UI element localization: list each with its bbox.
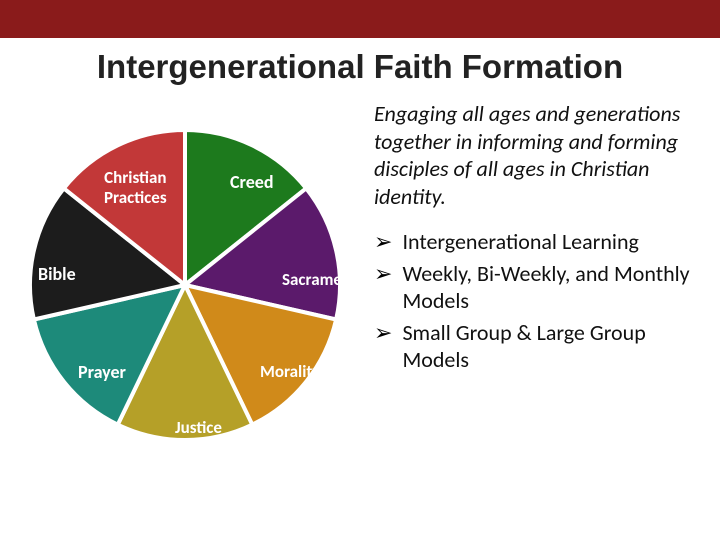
pie-slice-label: Bible	[38, 264, 76, 285]
pie-slice-label: ChristianPractices	[104, 168, 167, 207]
intro-text: Engaging all ages and generations togeth…	[374, 100, 692, 210]
bullet-arrow-icon: ➢	[374, 228, 392, 256]
pie-slice-label: Creed	[230, 172, 274, 193]
pie-slice-label: Morality	[260, 362, 320, 382]
bullet-text: Small Group & Large Group Models	[402, 319, 692, 374]
header-bar	[0, 0, 720, 38]
content-row: Creed Sacraments Morality Justice Prayer Bibl…	[0, 100, 720, 480]
pie-slice-label: Prayer	[78, 362, 126, 383]
bullet-text: Weekly, Bi-Weekly, and Monthly Models	[402, 260, 692, 315]
bullet-list: ➢ Intergenerational Learning ➢ Weekly, Bi-W…	[374, 228, 692, 374]
right-column: Engaging all ages and generations togeth…	[370, 100, 720, 480]
bullet-arrow-icon: ➢	[374, 319, 392, 347]
bullet-arrow-icon: ➢	[374, 260, 392, 288]
pie-slice-label: Sacraments	[282, 270, 364, 290]
bullet-item: ➢ Small Group & Large Group Models	[374, 319, 692, 374]
pie-chart-area: Creed Sacraments Morality Justice Prayer Bibl…	[0, 100, 370, 480]
bullet-item: ➢ Weekly, Bi-Weekly, and Monthly Models	[374, 260, 692, 315]
bullet-item: ➢ Intergenerational Learning	[374, 228, 692, 256]
bullet-text: Intergenerational Learning	[402, 228, 638, 256]
pie-chart: CreedSacramentsMoralityJusticePrayerBibl…	[30, 130, 340, 440]
pie-slice-label: Justice	[175, 418, 222, 438]
page-title: Intergenerational Faith Formation	[0, 48, 720, 86]
